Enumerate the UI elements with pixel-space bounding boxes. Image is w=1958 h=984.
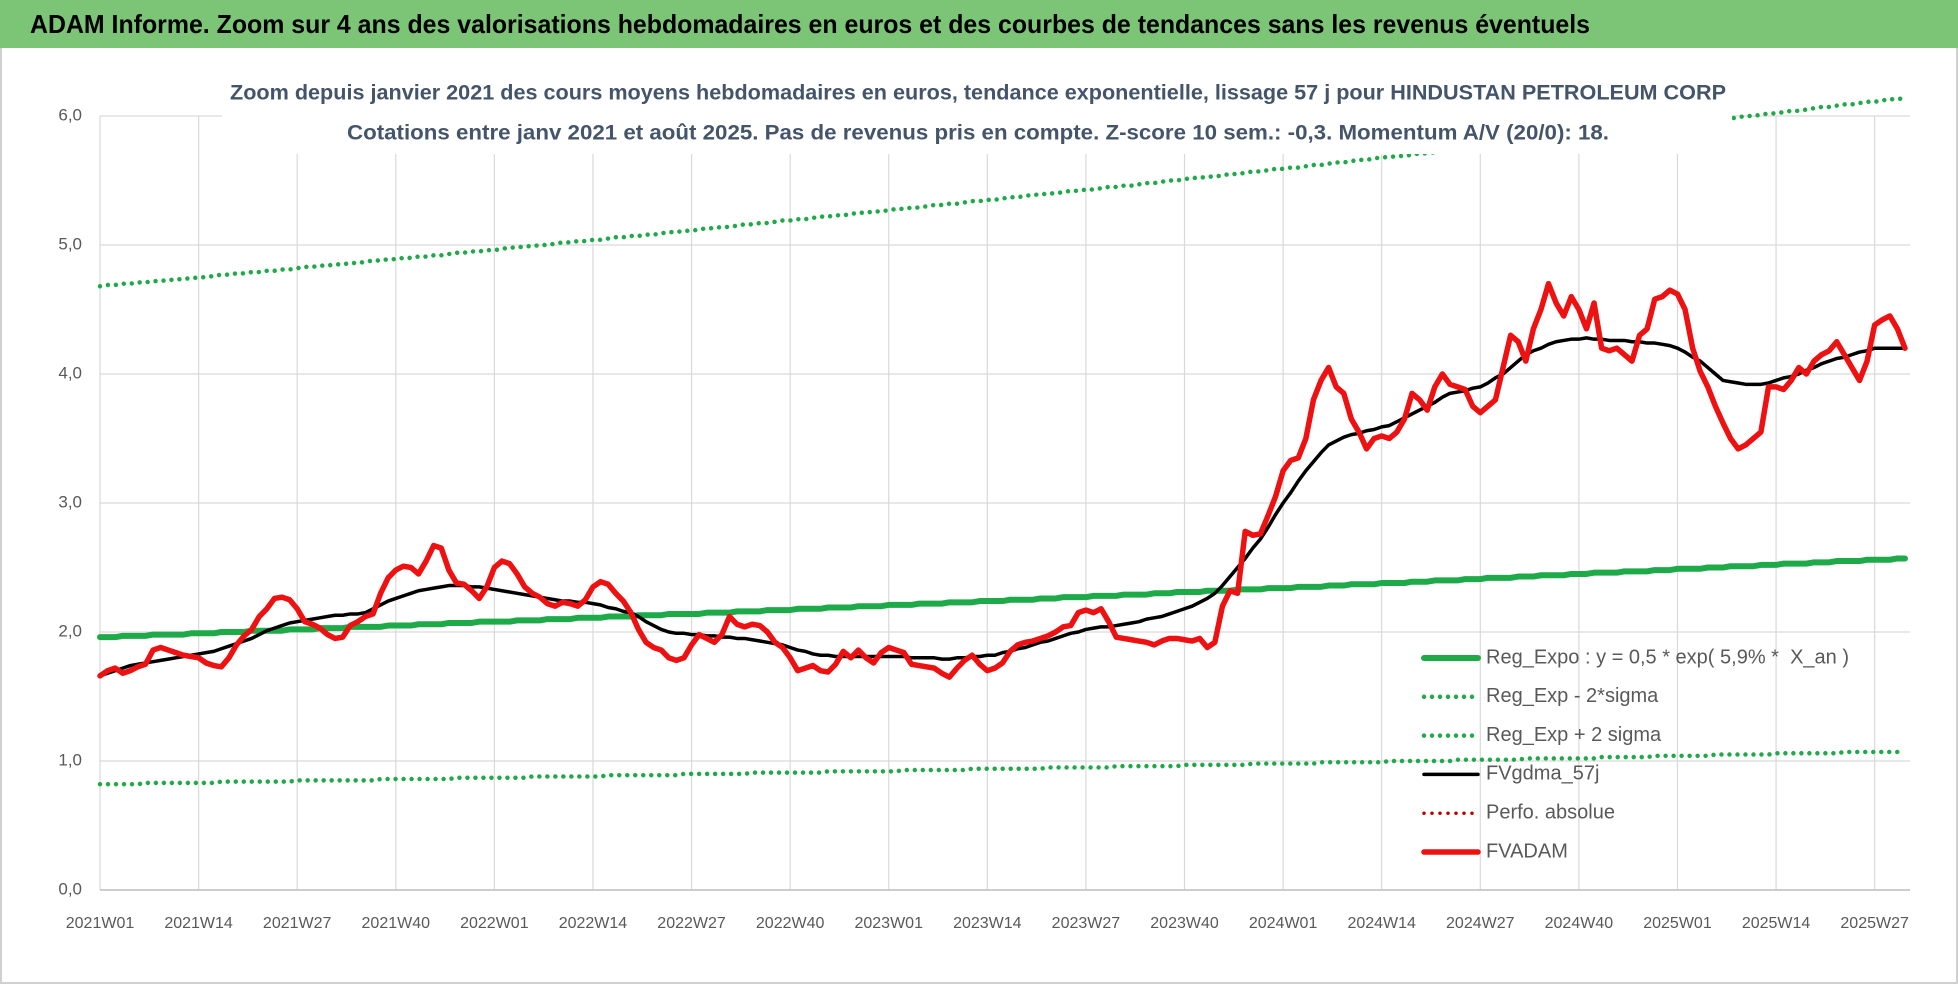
y-tick-label: 3,0 xyxy=(58,492,82,511)
page-title: ADAM Informe. Zoom sur 4 ans des valoris… xyxy=(30,9,1590,39)
x-tick-label: 2023W27 xyxy=(1052,915,1121,932)
chart-title: Zoom depuis janvier 2021 des cours moyen… xyxy=(230,82,1726,105)
y-tick-label: 5,0 xyxy=(58,234,82,253)
x-tick-label: 2025W01 xyxy=(1643,915,1712,932)
legend-label: Perfo. absolue xyxy=(1486,801,1615,823)
y-tick-label: 1,0 xyxy=(58,750,82,769)
legend-label: FVgdma_57j xyxy=(1486,763,1599,785)
x-tick-label: 2024W40 xyxy=(1545,915,1614,932)
x-tick-label: 2024W14 xyxy=(1347,915,1416,932)
legend-label: Reg_Exp + 2 sigma xyxy=(1486,724,1662,746)
x-tick-label: 2023W40 xyxy=(1150,915,1219,932)
series-line xyxy=(97,555,1908,641)
series-line xyxy=(97,749,1908,787)
series-line xyxy=(98,336,1907,678)
x-tick-label: 2025W27 xyxy=(1840,915,1909,932)
legend: Reg_Expo : y = 0,5 * exp( 5,9% * X_an ) R… xyxy=(1421,646,1849,862)
series-line xyxy=(97,95,1908,289)
lines xyxy=(97,95,1908,787)
x-tick-label: 2021W27 xyxy=(263,915,332,932)
x-tick-label: 2023W14 xyxy=(953,915,1022,932)
series-line xyxy=(97,280,1908,680)
x-tick-label: 2023W01 xyxy=(854,915,923,932)
y-tick-label: 4,0 xyxy=(58,363,82,382)
title-backdrop xyxy=(222,74,1732,154)
x-tick-label: 2021W01 xyxy=(66,915,135,932)
x-tick-label: 2021W40 xyxy=(362,915,431,932)
axes: 0,0 1,0 2,0 3,0 4,0 5,0 6,0 2021W01 2021W14 2021W… xyxy=(58,105,1910,932)
x-tick-label: 2022W27 xyxy=(657,915,726,932)
x-tick-label: 2022W40 xyxy=(756,915,825,932)
title-bar xyxy=(0,0,1958,48)
legend-label: Reg_Expo : y = 0,5 * exp( 5,9% * X_an ) xyxy=(1486,646,1849,668)
legend-label: Reg_Exp - 2*sigma xyxy=(1486,685,1659,707)
x-tick-label: 2022W14 xyxy=(559,915,628,932)
x-tick-label: 2024W01 xyxy=(1249,915,1318,932)
chart-subtitle: Cotations entre janv 2021 et août 2025. … xyxy=(347,122,1609,145)
x-tick-label: 2024W27 xyxy=(1446,915,1515,932)
x-tick-label: 2022W01 xyxy=(460,915,529,932)
y-tick-label: 6,0 xyxy=(58,105,82,124)
x-tick-label: 2021W14 xyxy=(164,915,233,932)
y-tick-label: 2,0 xyxy=(58,621,82,640)
legend-label: FVADAM xyxy=(1486,840,1568,862)
y-tick-label: 0,0 xyxy=(58,879,82,898)
x-tick-label: 2025W14 xyxy=(1742,915,1811,932)
